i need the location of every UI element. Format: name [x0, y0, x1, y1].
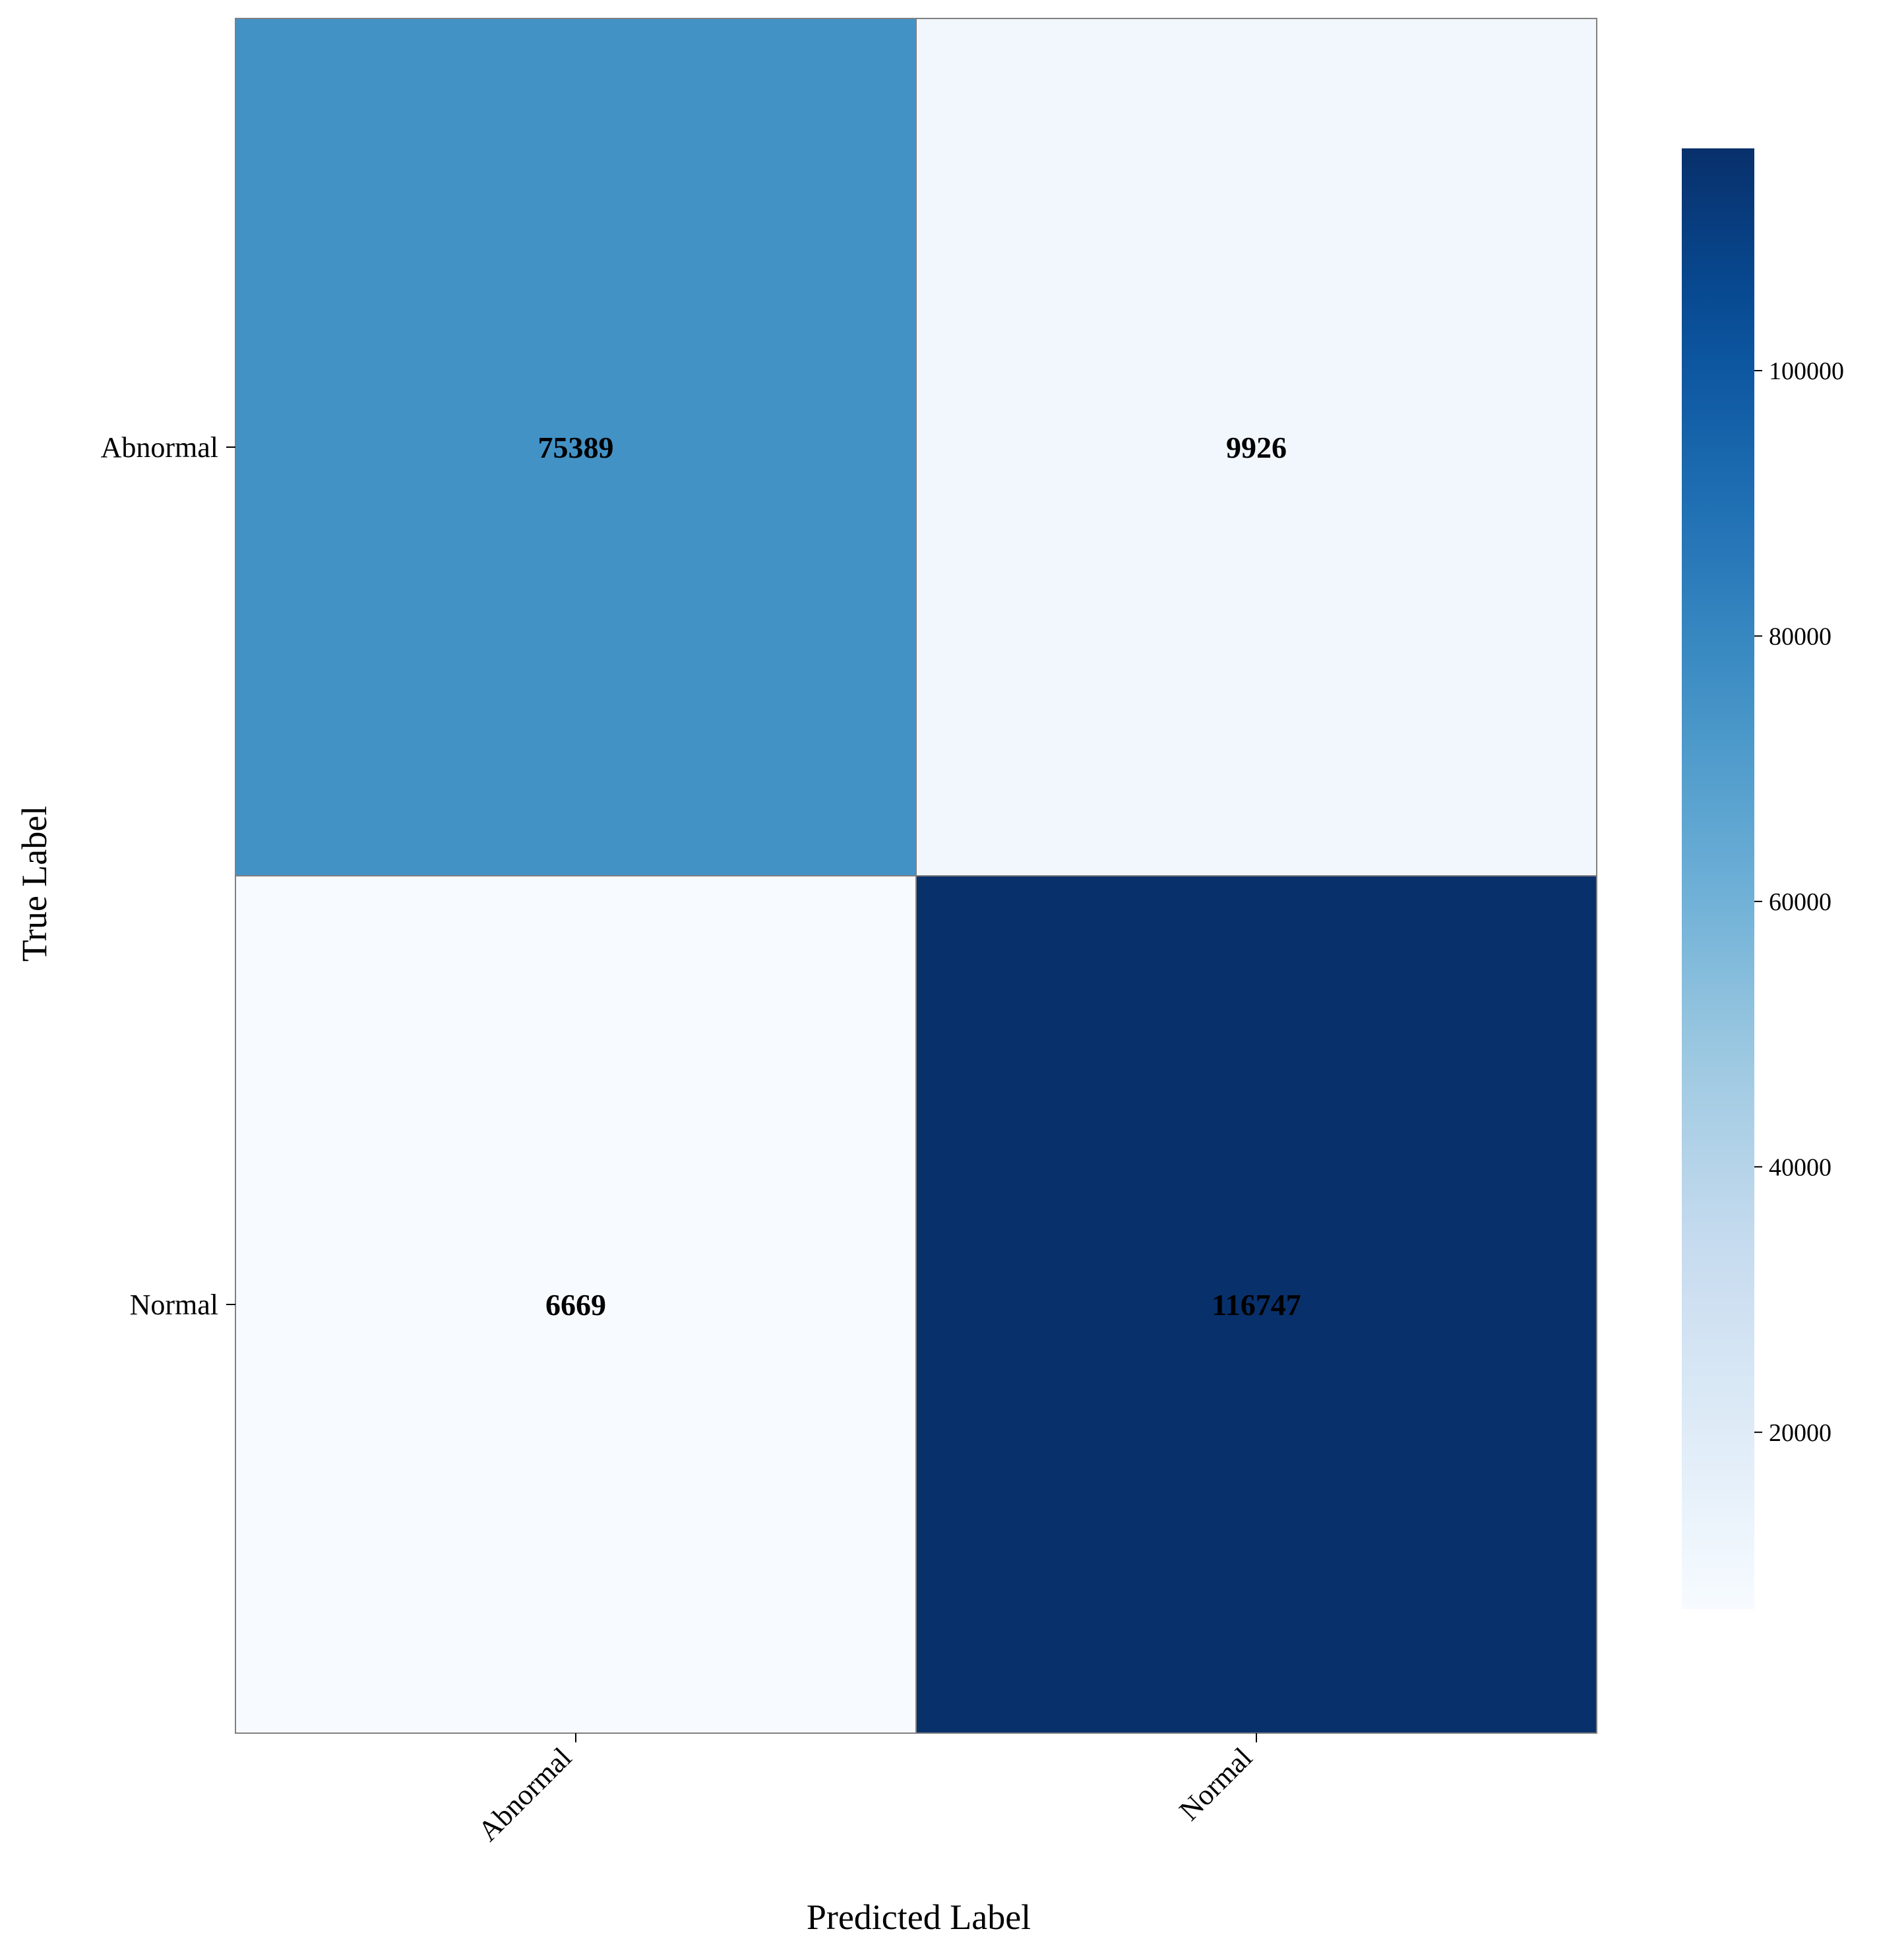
colorbar-tick-label: 20000 — [1769, 1419, 1831, 1447]
y-tick-label-abnormal: Abnormal — [101, 431, 218, 464]
cell-value-normal-normal: 116747 — [1212, 1288, 1301, 1322]
x-axis-label: Predicted Label — [807, 1897, 1031, 1937]
y-axis-label: True Label — [15, 806, 54, 962]
colorbar-tick-label: 100000 — [1769, 357, 1844, 385]
heatmap-cell-abnormal-abnormal — [235, 18, 917, 876]
heatmap-cell-normal-normal — [915, 875, 1597, 1734]
colorbar-tick-label: 40000 — [1769, 1153, 1831, 1181]
x-tick-label-abnormal: Abnormal — [472, 1741, 578, 1847]
cell-value-abnormal-abnormal: 75389 — [538, 431, 614, 464]
heatmap-cell-abnormal-normal — [915, 18, 1597, 876]
cell-value-normal-abnormal: 6669 — [545, 1288, 606, 1322]
heatmap-cell-normal-abnormal — [235, 875, 917, 1734]
cell-value-abnormal-normal: 9926 — [1226, 431, 1287, 464]
x-tick-label-normal: Normal — [1173, 1741, 1258, 1827]
colorbar-tick-label: 60000 — [1769, 888, 1831, 916]
colorbar-tick-label: 80000 — [1769, 623, 1831, 650]
colorbar — [1682, 148, 1754, 1609]
y-tick-label-normal: Normal — [130, 1289, 218, 1321]
